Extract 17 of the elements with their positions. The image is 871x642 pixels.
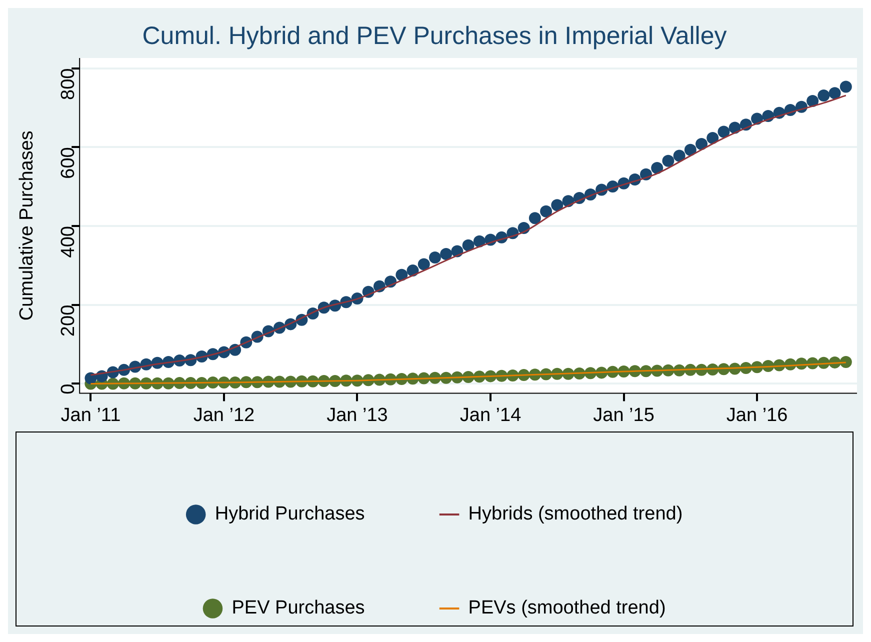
x-tick-label: Jan ’15 [593, 404, 654, 426]
y-tick-label: 200 [58, 304, 79, 337]
x-tick-label: Jan ’13 [326, 404, 388, 426]
y-axis-title: Cumulative Purchases [16, 130, 38, 321]
x-tick-label: Jan ’11 [60, 404, 121, 426]
x-tick-label: Jan ’16 [726, 404, 788, 426]
y-tick-label: 400 [58, 226, 79, 258]
x-tick-label: Jan ’12 [193, 404, 255, 426]
y-tick-label: 800 [58, 68, 79, 100]
legend-label: PEV Purchases [232, 598, 365, 619]
y-tick-label: 0 [58, 384, 79, 394]
x-tick-label: Jan ’14 [460, 404, 522, 426]
legend-label: Hybrid Purchases [214, 504, 365, 525]
y-tick-label: 600 [58, 147, 79, 179]
legend-label: PEVs (smoothed trend) [468, 598, 666, 619]
legend-label: Hybrids (smoothed trend) [468, 504, 683, 525]
chart-title: Cumul. Hybrid and PEV Purchases in Imperial Valley [142, 22, 728, 50]
